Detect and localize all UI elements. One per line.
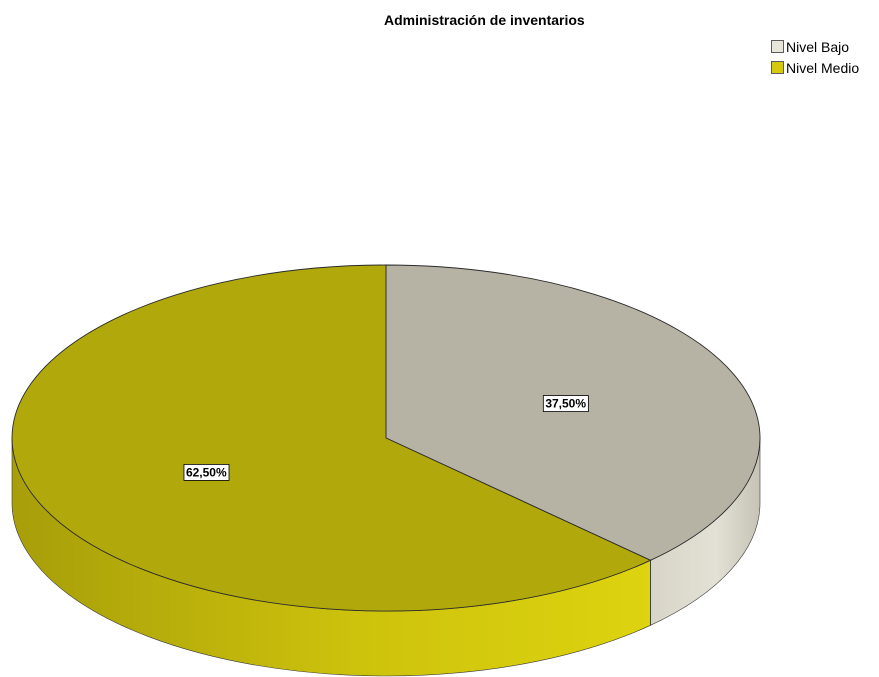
legend-label-nivel-medio: Nivel Medio xyxy=(786,59,860,76)
pie-label-box-nivel-medio xyxy=(183,464,230,481)
pie-label-nivel-bajo: 37,50% xyxy=(542,395,589,412)
pie-label-text-nivel-medio: 62,50% xyxy=(186,465,227,479)
legend: Nivel Bajo Nivel Medio xyxy=(771,36,859,78)
pie-slice-nivel-bajo xyxy=(385,264,761,561)
pie-label-box-nivel-bajo xyxy=(542,395,589,412)
legend-swatch-nivel-bajo xyxy=(771,40,784,53)
legend-item-nivel-bajo: Nivel Bajo xyxy=(771,36,859,57)
legend-label-nivel-bajo: Nivel Bajo xyxy=(786,38,850,55)
legend-item-nivel-medio: Nivel Medio xyxy=(771,57,859,78)
chart-title: Administración de inventarios xyxy=(384,12,585,28)
pie-label-text-nivel-bajo: 37,50% xyxy=(545,397,586,411)
legend-swatch-nivel-medio xyxy=(771,61,784,74)
pie-slice-nivel-medio xyxy=(11,264,652,612)
pie-label-nivel-medio: 62,50% xyxy=(183,464,230,481)
